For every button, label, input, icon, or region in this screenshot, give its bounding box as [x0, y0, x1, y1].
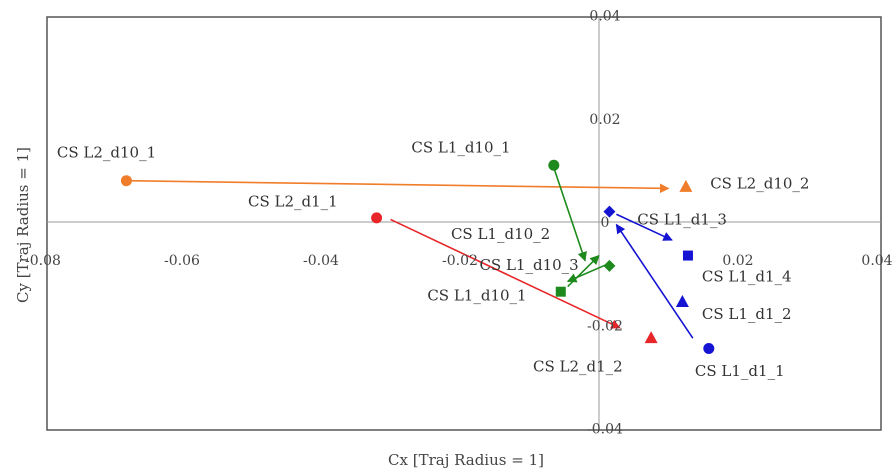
x-tick-label: -0.08 — [25, 253, 61, 269]
x-axis-title: Cx [Traj Radius = 1] — [388, 451, 544, 469]
y-tick-label: 0 — [601, 215, 610, 231]
point-cs-l1-d1-1 — [703, 342, 715, 354]
arrows-layer — [126, 167, 694, 339]
plot-frame — [46, 16, 882, 431]
point-label: CS L1_d1_2 — [702, 305, 792, 323]
point-cs-l1-d1-2 — [675, 295, 689, 308]
point-cs-l1-d1-4 — [682, 250, 693, 261]
point-label: CS L2_d10_2 — [710, 174, 809, 192]
point-label: CS L1_d10_3 — [479, 256, 578, 274]
point-label: CS L1_d1_3 — [637, 211, 727, 229]
point-cs-l2-d1-2 — [644, 331, 658, 344]
points-layer — [120, 159, 715, 354]
arrow-green-2 — [553, 167, 587, 262]
point-label: CS L1_d10_2 — [451, 225, 550, 243]
arrow-green-4 — [567, 254, 600, 288]
point-cs-l2-d10-2 — [679, 179, 693, 192]
point-cs-l1-d1-3 — [603, 205, 616, 218]
point-label: CS L1_d1_4 — [702, 267, 792, 285]
ticks-layer: -0.08 -0.06 -0.04 -0.02 0.02 0.04 0.04 0.02 0 -0.… — [25, 9, 893, 438]
point-cs-l1-d10-2 — [603, 259, 616, 272]
labels-layer: CS L2_d10_1 CS L2_d10_2 CS L2_d1_1 CS L2_d1… — [57, 138, 810, 380]
point-cs-l1-d10-3 — [555, 286, 566, 297]
y-tick-label: -0.04 — [587, 422, 623, 438]
arrow-blue-5 — [616, 213, 673, 241]
arrow-orange-0 — [126, 179, 670, 194]
point-label: CS L1_d1_1 — [695, 362, 785, 380]
x-tick-label: -0.04 — [303, 253, 339, 269]
arrow-red-1 — [390, 218, 621, 329]
arrow-green-3 — [566, 262, 610, 283]
x-tick-label: 0.02 — [722, 253, 753, 269]
point-cs-l2-d10-1 — [120, 175, 132, 187]
y-tick-label: -0.02 — [587, 318, 623, 334]
point-cs-l2-d1-1 — [371, 212, 383, 224]
y-axis-title: Cy [Traj Radius = 1] — [14, 147, 32, 303]
y-tick-label: 0.04 — [589, 9, 620, 25]
point-cs-l1-d10-1 — [548, 159, 560, 171]
point-label: CS L1_d10_1 — [411, 138, 510, 156]
x-tick-label: -0.02 — [442, 253, 478, 269]
point-label: CS L2_d1_2 — [533, 358, 623, 376]
x-tick-label: 0.04 — [861, 253, 892, 269]
y-tick-label: 0.02 — [589, 112, 620, 128]
point-label: CS L2_d1_1 — [248, 193, 338, 211]
arrow-blue-6 — [615, 223, 694, 339]
x-tick-label: -0.06 — [164, 253, 200, 269]
point-label: CS L1_d10_1 — [427, 286, 526, 304]
point-label: CS L2_d10_1 — [57, 143, 156, 161]
